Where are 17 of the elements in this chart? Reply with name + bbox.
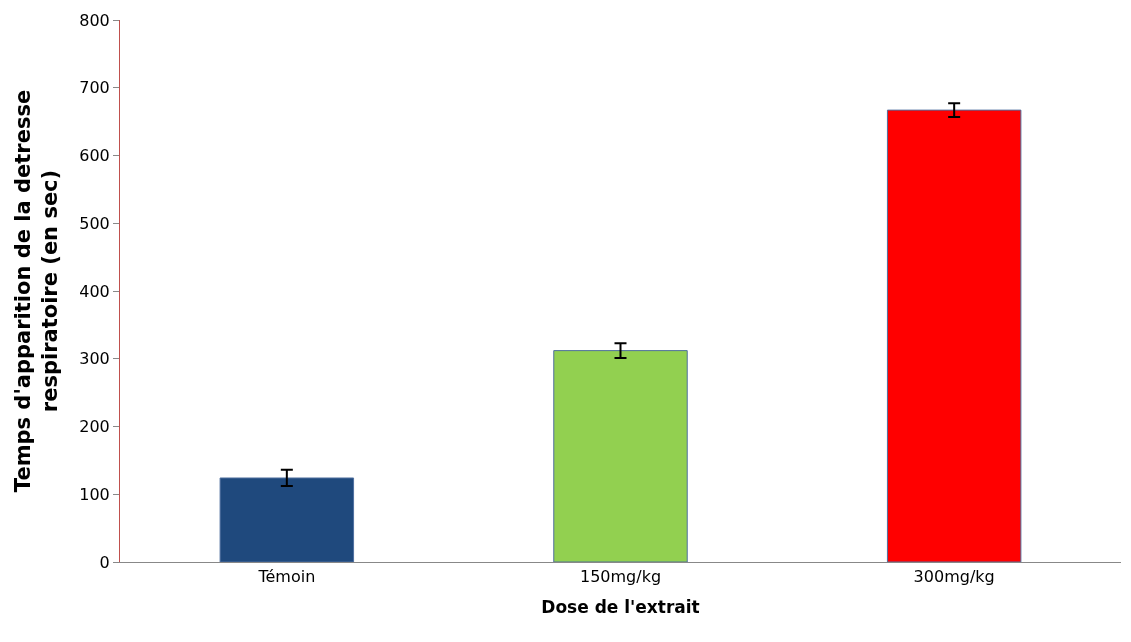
bar [553,350,688,562]
y-tick-label: 400 [79,281,110,301]
bar [219,477,355,562]
x-tick-label: Témoin [257,567,316,587]
y-tick-label: 300 [79,349,110,369]
y-tick-label: 600 [79,146,110,166]
x-axis-title: Dose de l'extrait [541,596,700,617]
x-tick-label: 150mg/kg [579,567,662,587]
y-tick-label: 200 [79,417,110,437]
y-tick-label: 0 [99,552,110,572]
y-tick-label: 500 [79,213,110,233]
y-tick-label: 100 [79,484,110,504]
y-tick-label: 800 [79,10,110,30]
bar [886,109,1022,562]
x-tick-label: 300mg/kg [913,567,995,587]
y-tick-label: 700 [79,78,110,98]
y-axis-title: Temps d'apparition de la detresse respiratoire (en sec) [11,89,63,493]
